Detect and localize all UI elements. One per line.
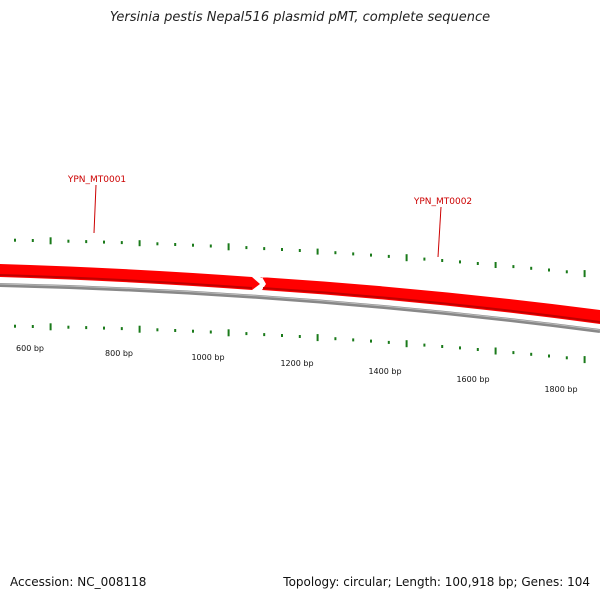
plasmid-map: YPN_MT0001 YPN_MT0002 600 bp 800 bp 1000… [0,0,600,600]
gc-content-ticks-inner [14,323,586,363]
gc-tick [103,241,105,244]
gc-tick [245,246,247,249]
gc-tick [103,327,105,330]
gc-tick [32,325,34,328]
gc-tick [156,242,158,245]
gc-tick [495,348,497,355]
gc-tick [299,335,301,338]
gc-tick [334,337,336,340]
gc-tick [67,240,69,243]
gc-tick [530,267,532,270]
gc-tick [85,240,87,243]
gc-tick [317,249,319,255]
gene-label-ypn-mt0001: YPN_MT0001 [67,175,126,233]
topology-summary: Topology: circular; Length: 100,918 bp; … [283,575,590,589]
gc-tick [121,241,123,244]
gc-tick [530,353,532,356]
gc-tick [459,346,461,349]
gc-tick [566,356,568,359]
gc-tick [423,344,425,347]
gc-tick [370,340,372,343]
gc-tick [174,329,176,332]
gene-label-ypn-mt0002: YPN_MT0002 [413,197,472,257]
gc-tick [584,356,586,363]
gc-tick [423,258,425,261]
gc-tick [299,249,301,252]
gc-tick [50,323,52,330]
gc-tick [352,338,354,341]
svg-text:YPN_MT0002: YPN_MT0002 [413,197,472,207]
gc-tick [477,348,479,351]
gc-tick [192,244,194,247]
gc-tick [512,265,514,268]
gc-tick [334,251,336,254]
scale-label-1000: 1000 bp [191,353,224,362]
gc-tick [228,329,230,336]
gc-tick [406,254,408,261]
gc-tick [139,240,141,246]
gc-tick [548,269,550,272]
gc-tick [263,247,265,250]
gc-tick [121,327,123,330]
scale-label-1800: 1800 bp [544,385,577,394]
gc-tick [67,326,69,329]
gc-tick [370,254,372,257]
svg-text:YPN_MT0001: YPN_MT0001 [67,175,126,185]
gc-tick [548,355,550,358]
scale-label-600: 600 bp [16,344,44,353]
gc-tick [14,239,16,242]
gc-tick [139,326,141,333]
gc-tick [512,351,514,354]
gc-tick [210,331,212,334]
gc-tick [477,262,479,265]
gc-tick [174,243,176,246]
scale-label-1600: 1600 bp [456,375,489,384]
gc-tick [388,255,390,258]
gc-tick [566,270,568,273]
gc-tick [495,262,497,268]
gc-tick [281,248,283,251]
scale-label-1200: 1200 bp [280,359,313,368]
gc-tick [156,328,158,331]
scale-label-1400: 1400 bp [368,367,401,376]
gc-tick [85,326,87,329]
gc-tick [228,243,230,250]
gc-tick [50,237,52,244]
gc-tick [210,245,212,248]
gc-tick [441,345,443,348]
gc-tick [352,252,354,255]
scale-label-800: 800 bp [105,349,133,358]
gc-tick [14,325,16,328]
gc-tick [317,334,319,341]
gc-tick [263,333,265,336]
accession-label: Accession: NC_008118 [10,575,146,589]
gc-tick [281,334,283,337]
gc-tick [192,330,194,333]
gc-tick [406,340,408,347]
scale-labels: 600 bp 800 bp 1000 bp 1200 bp 1400 bp 16… [16,344,578,394]
gc-tick [32,239,34,242]
gc-tick [441,259,443,262]
gc-tick [459,260,461,263]
gc-tick [584,270,586,277]
gc-tick [388,341,390,344]
gc-tick [245,332,247,335]
